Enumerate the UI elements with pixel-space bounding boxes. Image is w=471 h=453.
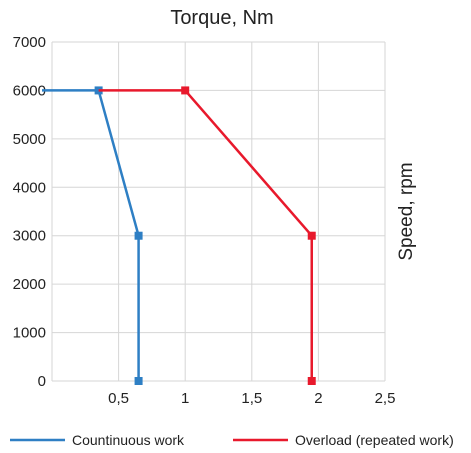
chart-title: Torque, Nm [170, 7, 273, 29]
continuous-work-point [134, 377, 143, 385]
y-tick-label: 5000 [13, 131, 46, 148]
x-tick-label: 1,5 [241, 390, 262, 407]
continuous-work-point [134, 231, 143, 240]
x-tick-label: 0,5 [108, 390, 129, 407]
y-tick-label: 2000 [13, 276, 46, 293]
y-tick-label: 0 [38, 373, 46, 390]
y-tick-label: 1000 [13, 325, 46, 342]
x-tick-label: 2,5 [375, 390, 396, 407]
y-tick-label: 4000 [13, 179, 46, 196]
legend: Countinuous work Overload (repeated work) [10, 432, 454, 448]
overload-point [307, 377, 316, 385]
legend-label-overload: Overload (repeated work) [295, 432, 454, 448]
series-lines [42, 86, 316, 385]
x-tick-label: 2 [314, 390, 322, 407]
grid [51, 41, 386, 382]
x-tick-label: 1 [181, 390, 189, 407]
overload-point [181, 86, 190, 95]
tick-labels: 0 1000 2000 3000 4000 5000 6000 7000 0,5 1 1,5 2 2,5 [13, 34, 396, 407]
legend-label-continuous-work: Countinuous work [72, 432, 185, 448]
overload-point [307, 231, 316, 240]
y-axis-label: Speed, rpm [396, 162, 417, 260]
y-tick-label: 3000 [13, 228, 46, 245]
y-tick-label: 7000 [13, 34, 46, 51]
y-tick-label: 6000 [13, 82, 46, 99]
